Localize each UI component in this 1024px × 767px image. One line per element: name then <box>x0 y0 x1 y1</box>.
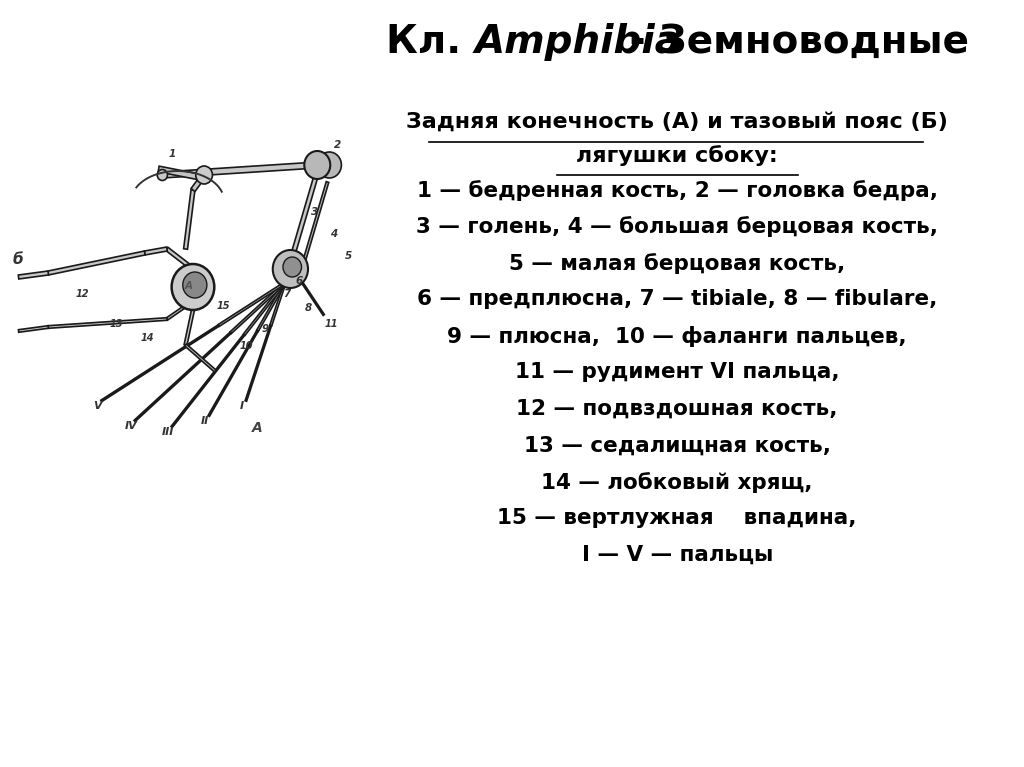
Polygon shape <box>166 300 194 320</box>
Text: 9 — плюсна,  10 — фаланги пальцев,: 9 — плюсна, 10 — фаланги пальцев, <box>447 326 907 347</box>
Polygon shape <box>158 166 210 182</box>
Text: А: А <box>184 281 193 291</box>
Polygon shape <box>18 271 48 279</box>
Text: 5: 5 <box>345 251 352 261</box>
Polygon shape <box>230 282 286 334</box>
Text: 10: 10 <box>240 341 253 351</box>
Text: - Земноводные: - Земноводные <box>616 23 969 61</box>
Polygon shape <box>48 251 145 275</box>
Polygon shape <box>144 247 167 255</box>
Text: 12 — подвздошная кость,: 12 — подвздошная кость, <box>516 399 838 419</box>
Text: 6 — предплюсна, 7 — tibiale, 8 — fibulare,: 6 — предплюсна, 7 — tibiale, 8 — fibular… <box>417 289 937 310</box>
Polygon shape <box>162 162 317 178</box>
Text: 2: 2 <box>334 140 341 150</box>
Text: I: I <box>240 401 244 411</box>
Text: III: III <box>162 427 174 437</box>
Polygon shape <box>286 177 317 274</box>
Text: 1 — бедренная кость, 2 — головка бедра,: 1 — бедренная кость, 2 — головка бедра, <box>417 180 938 201</box>
Text: 13: 13 <box>110 319 123 329</box>
Polygon shape <box>184 310 195 345</box>
Polygon shape <box>48 318 167 328</box>
Polygon shape <box>100 324 219 402</box>
Circle shape <box>304 151 331 179</box>
Text: лягушки сбоку:: лягушки сбоку: <box>577 145 778 166</box>
Polygon shape <box>166 248 194 271</box>
Polygon shape <box>18 326 48 332</box>
Text: 1: 1 <box>169 149 176 159</box>
Text: 11 — рудимент VI пальца,: 11 — рудимент VI пальца, <box>515 363 840 383</box>
Text: 13 — седалищная кость,: 13 — седалищная кость, <box>523 436 830 456</box>
Circle shape <box>158 170 168 180</box>
Polygon shape <box>257 282 286 331</box>
Polygon shape <box>191 173 206 192</box>
Text: V: V <box>93 401 101 411</box>
Text: 8: 8 <box>304 303 311 313</box>
Text: 3: 3 <box>311 207 318 217</box>
Polygon shape <box>244 282 286 335</box>
Text: 15: 15 <box>216 301 229 311</box>
Polygon shape <box>134 332 231 422</box>
Circle shape <box>283 257 301 277</box>
Polygon shape <box>208 331 258 416</box>
Text: 5 — малая берцовая кость,: 5 — малая берцовая кость, <box>509 253 846 274</box>
Polygon shape <box>300 182 329 271</box>
Polygon shape <box>183 189 195 249</box>
Circle shape <box>272 250 308 288</box>
Polygon shape <box>302 282 325 315</box>
Polygon shape <box>245 325 271 401</box>
Text: 11: 11 <box>325 319 338 329</box>
Text: Задняя конечность (А) и тазовый пояс (Б): Задняя конечность (А) и тазовый пояс (Б) <box>407 112 948 132</box>
Text: б: б <box>13 252 24 267</box>
Text: 14: 14 <box>141 333 155 343</box>
Circle shape <box>317 152 341 178</box>
Text: 4: 4 <box>331 229 338 239</box>
Polygon shape <box>218 282 286 327</box>
Circle shape <box>196 166 212 184</box>
Text: A: A <box>252 421 263 435</box>
Text: 14 — лобковый хрящ,: 14 — лобковый хрящ, <box>542 472 813 493</box>
Text: 6: 6 <box>295 276 302 286</box>
Text: Кл.: Кл. <box>386 23 475 61</box>
Text: 7: 7 <box>283 289 290 299</box>
Text: II: II <box>201 416 209 426</box>
Text: 9: 9 <box>261 324 269 334</box>
Text: 12: 12 <box>76 289 89 299</box>
Polygon shape <box>171 334 245 427</box>
Text: Amphibia: Amphibia <box>475 23 682 61</box>
Circle shape <box>182 272 207 298</box>
Text: I — V — пальцы: I — V — пальцы <box>582 545 773 565</box>
Circle shape <box>172 264 214 310</box>
Text: 15 — вертлужная    впадина,: 15 — вертлужная впадина, <box>498 509 857 528</box>
Text: 3 — голень, 4 — большая берцовая кость,: 3 — голень, 4 — большая берцовая кость, <box>416 216 938 238</box>
Polygon shape <box>270 282 286 326</box>
Text: IV: IV <box>125 421 137 431</box>
Polygon shape <box>184 344 216 372</box>
